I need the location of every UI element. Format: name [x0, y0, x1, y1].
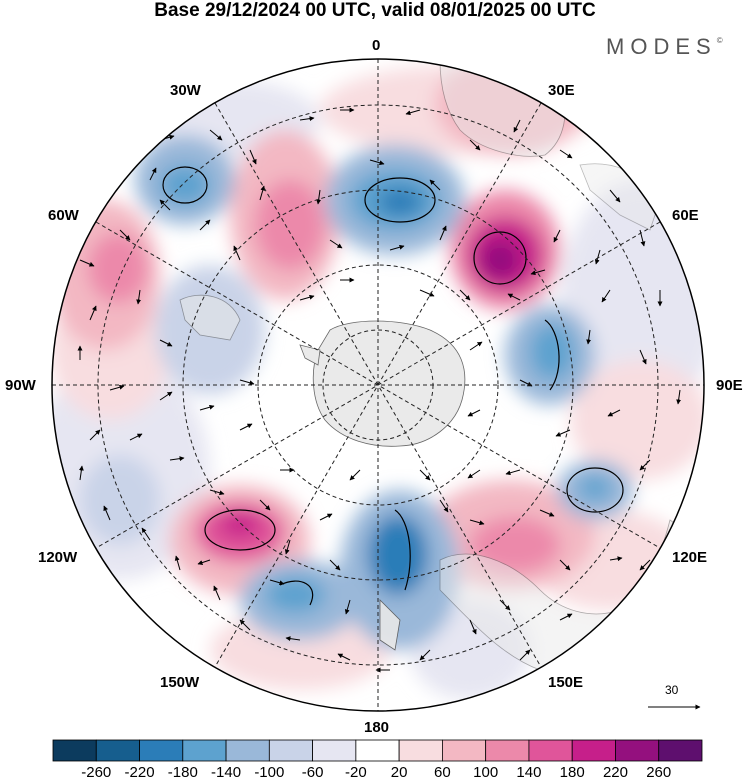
colorbar-tick-label: 140 [516, 764, 542, 781]
colorbar-swatch [441, 739, 487, 762]
lon-label-180: 180 [364, 719, 390, 736]
colorbar-tick-label: -220 [124, 764, 155, 781]
colorbar-swatch [615, 739, 660, 762]
colorbar-swatch [485, 739, 530, 762]
map-border [51, 58, 705, 712]
brand-logo: MODES© [606, 34, 723, 60]
colorbar-swatch [528, 739, 573, 762]
reference-vector-label: 30 [665, 683, 679, 697]
lon-label-0: 0 [372, 37, 381, 54]
colorbar-swatch [182, 739, 227, 762]
colorbar-swatch [95, 739, 140, 762]
colorbar-tick-label: 180 [559, 764, 585, 781]
lon-label-30e: 30E [548, 82, 575, 99]
lon-label-120w: 120W [38, 549, 78, 566]
lon-label-120e: 120E [672, 549, 708, 566]
lon-label-90e: 90E [716, 377, 743, 394]
colorbar-swatch [139, 739, 184, 762]
colorbar-tick-label: -60 [301, 764, 324, 781]
colorbar-tick-label: -140 [211, 764, 242, 781]
wind-vectors [77, 107, 682, 673]
colorbar-tick-label: -180 [167, 764, 198, 781]
lon-label-150e: 150E [548, 674, 584, 691]
anomaly-shading [52, 59, 704, 700]
lon-label-30w: 30W [170, 82, 201, 99]
colorbar-tick-label: 260 [646, 764, 672, 781]
lon-label-90w: 90W [5, 377, 36, 394]
colorbar-tick-label: 220 [602, 764, 628, 781]
colorbar-tick-label: 20 [390, 764, 408, 781]
lon-label-60e: 60E [672, 207, 699, 224]
colorbar-tick-label: 60 [434, 764, 451, 781]
colorbar-swatch [225, 739, 270, 762]
graticule [52, 59, 704, 711]
colorbar-swatch [398, 739, 443, 762]
colorbar-swatch [268, 739, 314, 762]
colorbar-tick-label: -260 [81, 764, 112, 781]
lon-label-60w: 60W [48, 207, 79, 224]
colorbar-swatch [571, 739, 616, 762]
colorbar [52, 739, 703, 762]
colorbar-swatch [658, 739, 703, 762]
brand-text: MODES [606, 34, 717, 59]
colorbar-swatch [312, 739, 357, 762]
lon-label-150w: 150W [160, 674, 200, 691]
brand-mark: © [716, 36, 723, 45]
colorbar-swatch [52, 739, 97, 762]
colorbar-tick-label: -100 [254, 764, 285, 781]
colorbar-tick-label: -20 [345, 764, 367, 781]
colorbar-swatch [355, 739, 400, 762]
colorbar-tick-label: 100 [473, 764, 499, 781]
map-title: Base 29/12/2024 00 UTC, valid 08/01/2025… [154, 0, 596, 21]
